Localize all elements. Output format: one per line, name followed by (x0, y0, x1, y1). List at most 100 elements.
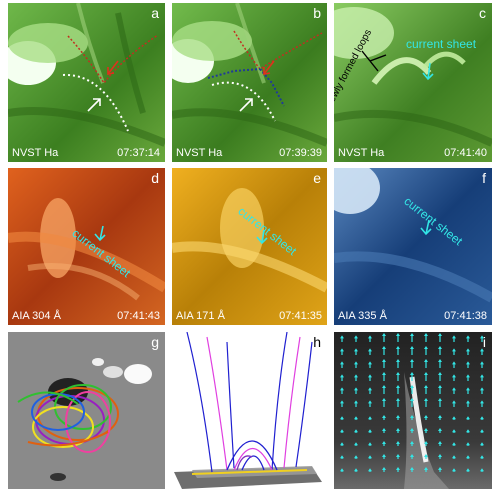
panel-a: a NVST Ha 07:37:14 (8, 3, 165, 162)
vector-arrowhead (354, 455, 358, 459)
panel-g: g (8, 332, 165, 489)
panel-d: current sheet d AIA 304 Å 07:41:43 (8, 168, 165, 325)
timestamp: 07:41:40 (444, 147, 487, 159)
vector-arrowhead (354, 361, 358, 365)
vector-arrowhead (466, 374, 470, 378)
vector-arrowhead (354, 429, 358, 433)
vector-arrowhead (340, 374, 344, 378)
vector-arrowhead (340, 361, 344, 365)
vector-arrowhead (480, 442, 484, 446)
vector-arrowhead (466, 348, 470, 352)
vector-arrowhead (410, 385, 414, 388)
panel-e: current sheet e AIA 171 Å 07:41:35 (172, 168, 327, 325)
vector-arrowhead (382, 385, 386, 388)
panel-b: b NVST Ha 07:39:39 (172, 3, 327, 162)
vector-arrowhead (368, 335, 372, 339)
vector-arrowhead (368, 400, 372, 404)
vector-arrowhead (368, 442, 372, 446)
vector-arrowhead (466, 468, 470, 472)
vector-arrowhead (424, 333, 428, 336)
panel-f: current sheet f AIA 335 Å 07:41:38 (334, 168, 492, 325)
vector-arrowhead (438, 454, 442, 457)
vector-arrowhead (480, 348, 484, 352)
vector-arrowhead (354, 400, 358, 404)
vector-arrowhead (410, 441, 414, 444)
vector-arrowhead (452, 455, 456, 459)
vector-arrowhead (438, 428, 442, 431)
vector-arrowhead (396, 333, 400, 336)
vector-arrowhead (396, 441, 400, 444)
vector-arrowhead (424, 454, 428, 457)
instrument-label: NVST Ha (12, 147, 59, 159)
vector-arrowhead (424, 467, 428, 470)
vector-arrowhead (452, 361, 456, 365)
vector-arrowhead (410, 333, 414, 336)
vector-arrowhead (354, 374, 358, 378)
panel-label: h (313, 334, 321, 350)
vector-arrowhead (452, 442, 456, 446)
panel-i: i (334, 332, 492, 489)
vector-arrowhead (452, 387, 456, 391)
panel-label: c (479, 5, 486, 21)
vector-arrowhead (340, 416, 344, 420)
panel-h-image (172, 332, 327, 489)
vector-arrowhead (340, 455, 344, 459)
vector-arrowhead (438, 441, 442, 444)
vector-arrowhead (424, 415, 428, 418)
vector-arrowhead (452, 416, 456, 420)
vector-arrowhead (368, 416, 372, 420)
instrument-label: AIA 304 Å (12, 310, 61, 322)
panel-c-image (334, 3, 492, 162)
cyan-arrow-icon (422, 62, 434, 81)
vector-arrowhead (340, 429, 344, 433)
vector-arrowhead (354, 416, 358, 420)
vector-arrowhead (382, 454, 386, 457)
vector-arrowhead (382, 359, 386, 362)
vector-arrowhead (438, 398, 442, 401)
vector-arrowhead (466, 455, 470, 459)
vector-arrowhead (424, 372, 428, 375)
vector-arrowhead (382, 398, 386, 401)
vector-arrowhead (452, 429, 456, 433)
vector-arrowhead (438, 359, 442, 362)
vector-arrowhead (396, 428, 400, 431)
vector-arrowhead (438, 346, 442, 349)
panel-b-image (172, 3, 327, 162)
vector-arrowhead (424, 346, 428, 349)
instrument-label: AIA 171 Å (176, 310, 225, 322)
vector-arrowhead (480, 335, 484, 339)
white-arrow-icon (239, 98, 253, 112)
vector-arrowhead (354, 442, 358, 446)
vector-arrowhead (466, 442, 470, 446)
cyan-arrow-icon (94, 225, 106, 242)
vector-arrowhead (466, 335, 470, 339)
vector-arrowhead (438, 467, 442, 470)
vector-arrowhead (368, 429, 372, 433)
vector-arrowhead (410, 372, 414, 375)
vector-arrowhead (340, 400, 344, 404)
timestamp: 07:41:43 (117, 310, 160, 322)
vector-arrowhead (480, 400, 484, 404)
instrument-label: NVST Ha (176, 147, 223, 159)
vector-arrowhead (382, 346, 386, 349)
vector-arrowhead (424, 398, 428, 401)
panel-label: b (313, 5, 321, 21)
vector-arrowhead (410, 428, 414, 431)
vector-arrowhead (466, 416, 470, 420)
vector-arrowhead (438, 415, 442, 418)
vector-arrowhead (410, 346, 414, 349)
instrument-label: AIA 335 Å (338, 310, 387, 322)
vector-arrowhead (438, 385, 442, 388)
vector-arrowhead (480, 429, 484, 433)
vector-arrowhead (340, 468, 344, 472)
panel-c: newly formed loops current sheet c NVST … (334, 3, 492, 162)
vector-arrowhead (382, 441, 386, 444)
panel-label: d (151, 170, 159, 186)
black-arrow-icon (361, 50, 387, 72)
timestamp: 07:37:14 (117, 147, 160, 159)
vector-arrowhead (340, 442, 344, 446)
red-arrow-icon (263, 60, 275, 75)
panel-e-image (172, 168, 327, 325)
vector-arrowhead (480, 468, 484, 472)
vector-arrowhead (452, 400, 456, 404)
